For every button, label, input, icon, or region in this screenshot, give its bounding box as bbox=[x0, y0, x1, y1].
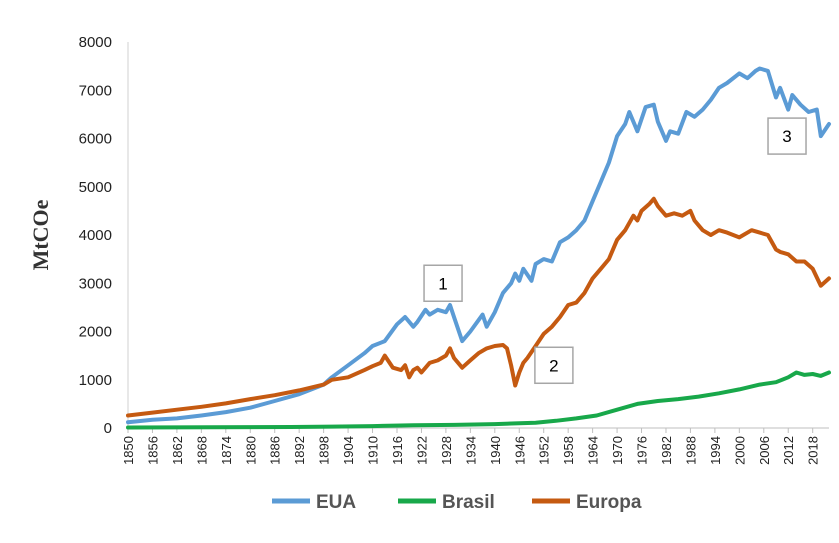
x-tick-label: 1964 bbox=[586, 436, 601, 465]
annotation-box-2 bbox=[534, 346, 574, 385]
x-tick-label: 1886 bbox=[268, 436, 283, 465]
annotation-box-3 bbox=[767, 117, 807, 155]
x-tick-label: 1952 bbox=[537, 436, 552, 465]
legend-label-eua: EUA bbox=[316, 492, 356, 513]
series-line-eua bbox=[126, 66, 831, 425]
series-lines bbox=[126, 66, 831, 430]
x-tick-label: 1904 bbox=[341, 436, 356, 465]
x-tick-label: 2006 bbox=[757, 436, 772, 465]
x-tick-label: 2012 bbox=[781, 436, 796, 465]
annotation-box-1 bbox=[423, 264, 463, 302]
series-line-brasil bbox=[126, 370, 831, 430]
y-tick-label: 2000 bbox=[79, 324, 112, 341]
x-tick-label: 1898 bbox=[317, 436, 332, 465]
x-tick-label: 1988 bbox=[683, 436, 698, 465]
y-tick-label: 8000 bbox=[79, 34, 112, 51]
annotation-label-1: 1 bbox=[438, 274, 447, 293]
x-tick-label: 2018 bbox=[806, 436, 821, 465]
x-tick-label: 1892 bbox=[292, 436, 307, 465]
y-tick-label: 5000 bbox=[79, 179, 112, 196]
y-axis-label: MtCOe bbox=[28, 199, 53, 270]
y-tick-label: 0 bbox=[104, 420, 112, 437]
x-tick-label: 1958 bbox=[561, 436, 576, 465]
x-tick-label: 1970 bbox=[610, 436, 625, 465]
x-tick-label: 1922 bbox=[414, 436, 429, 465]
x-tick-label: 1982 bbox=[659, 436, 674, 465]
legend: EUA Brasil Europa bbox=[272, 492, 642, 513]
annotations: 1 2 3 bbox=[423, 117, 807, 385]
legend-label-brasil: Brasil bbox=[442, 492, 495, 513]
x-tick-label: 1940 bbox=[488, 436, 503, 465]
x-tick-label: 1850 bbox=[121, 436, 136, 465]
y-tick-labels: 0 1000 2000 3000 4000 5000 6000 7000 8000 bbox=[79, 34, 112, 437]
x-tick-label: 1910 bbox=[366, 436, 381, 465]
x-tick-label: 1874 bbox=[219, 436, 234, 465]
x-tick-label: 1934 bbox=[463, 436, 478, 465]
x-tick-label: 1868 bbox=[194, 436, 209, 465]
y-tick-label: 4000 bbox=[79, 227, 112, 244]
annotation-label-3: 3 bbox=[782, 127, 791, 146]
y-tick-label: 1000 bbox=[79, 372, 112, 389]
y-tick-label: 7000 bbox=[79, 82, 112, 99]
x-tick-label: 1862 bbox=[170, 436, 185, 465]
x-tick-label: 1880 bbox=[243, 436, 258, 465]
y-tick-label: 3000 bbox=[79, 275, 112, 292]
x-tick-labels: 1850 1856 1862 1868 1874 1880 1886 1892 1898 1904… bbox=[121, 428, 821, 465]
y-tick-label: 6000 bbox=[79, 131, 112, 148]
series-line-europa bbox=[126, 196, 831, 418]
x-tick-label: 1994 bbox=[708, 436, 723, 465]
legend-label-europa: Europa bbox=[576, 492, 642, 513]
annotation-label-2: 2 bbox=[549, 356, 558, 375]
plot-frame bbox=[127, 42, 829, 429]
x-tick-label: 1928 bbox=[439, 436, 454, 465]
x-tick-label: 1916 bbox=[390, 436, 405, 465]
x-tick-label: 1856 bbox=[145, 436, 160, 465]
x-tick-label: 1946 bbox=[512, 436, 527, 465]
x-tick-label: 2000 bbox=[732, 436, 747, 465]
x-tick-label: 1976 bbox=[635, 436, 650, 465]
